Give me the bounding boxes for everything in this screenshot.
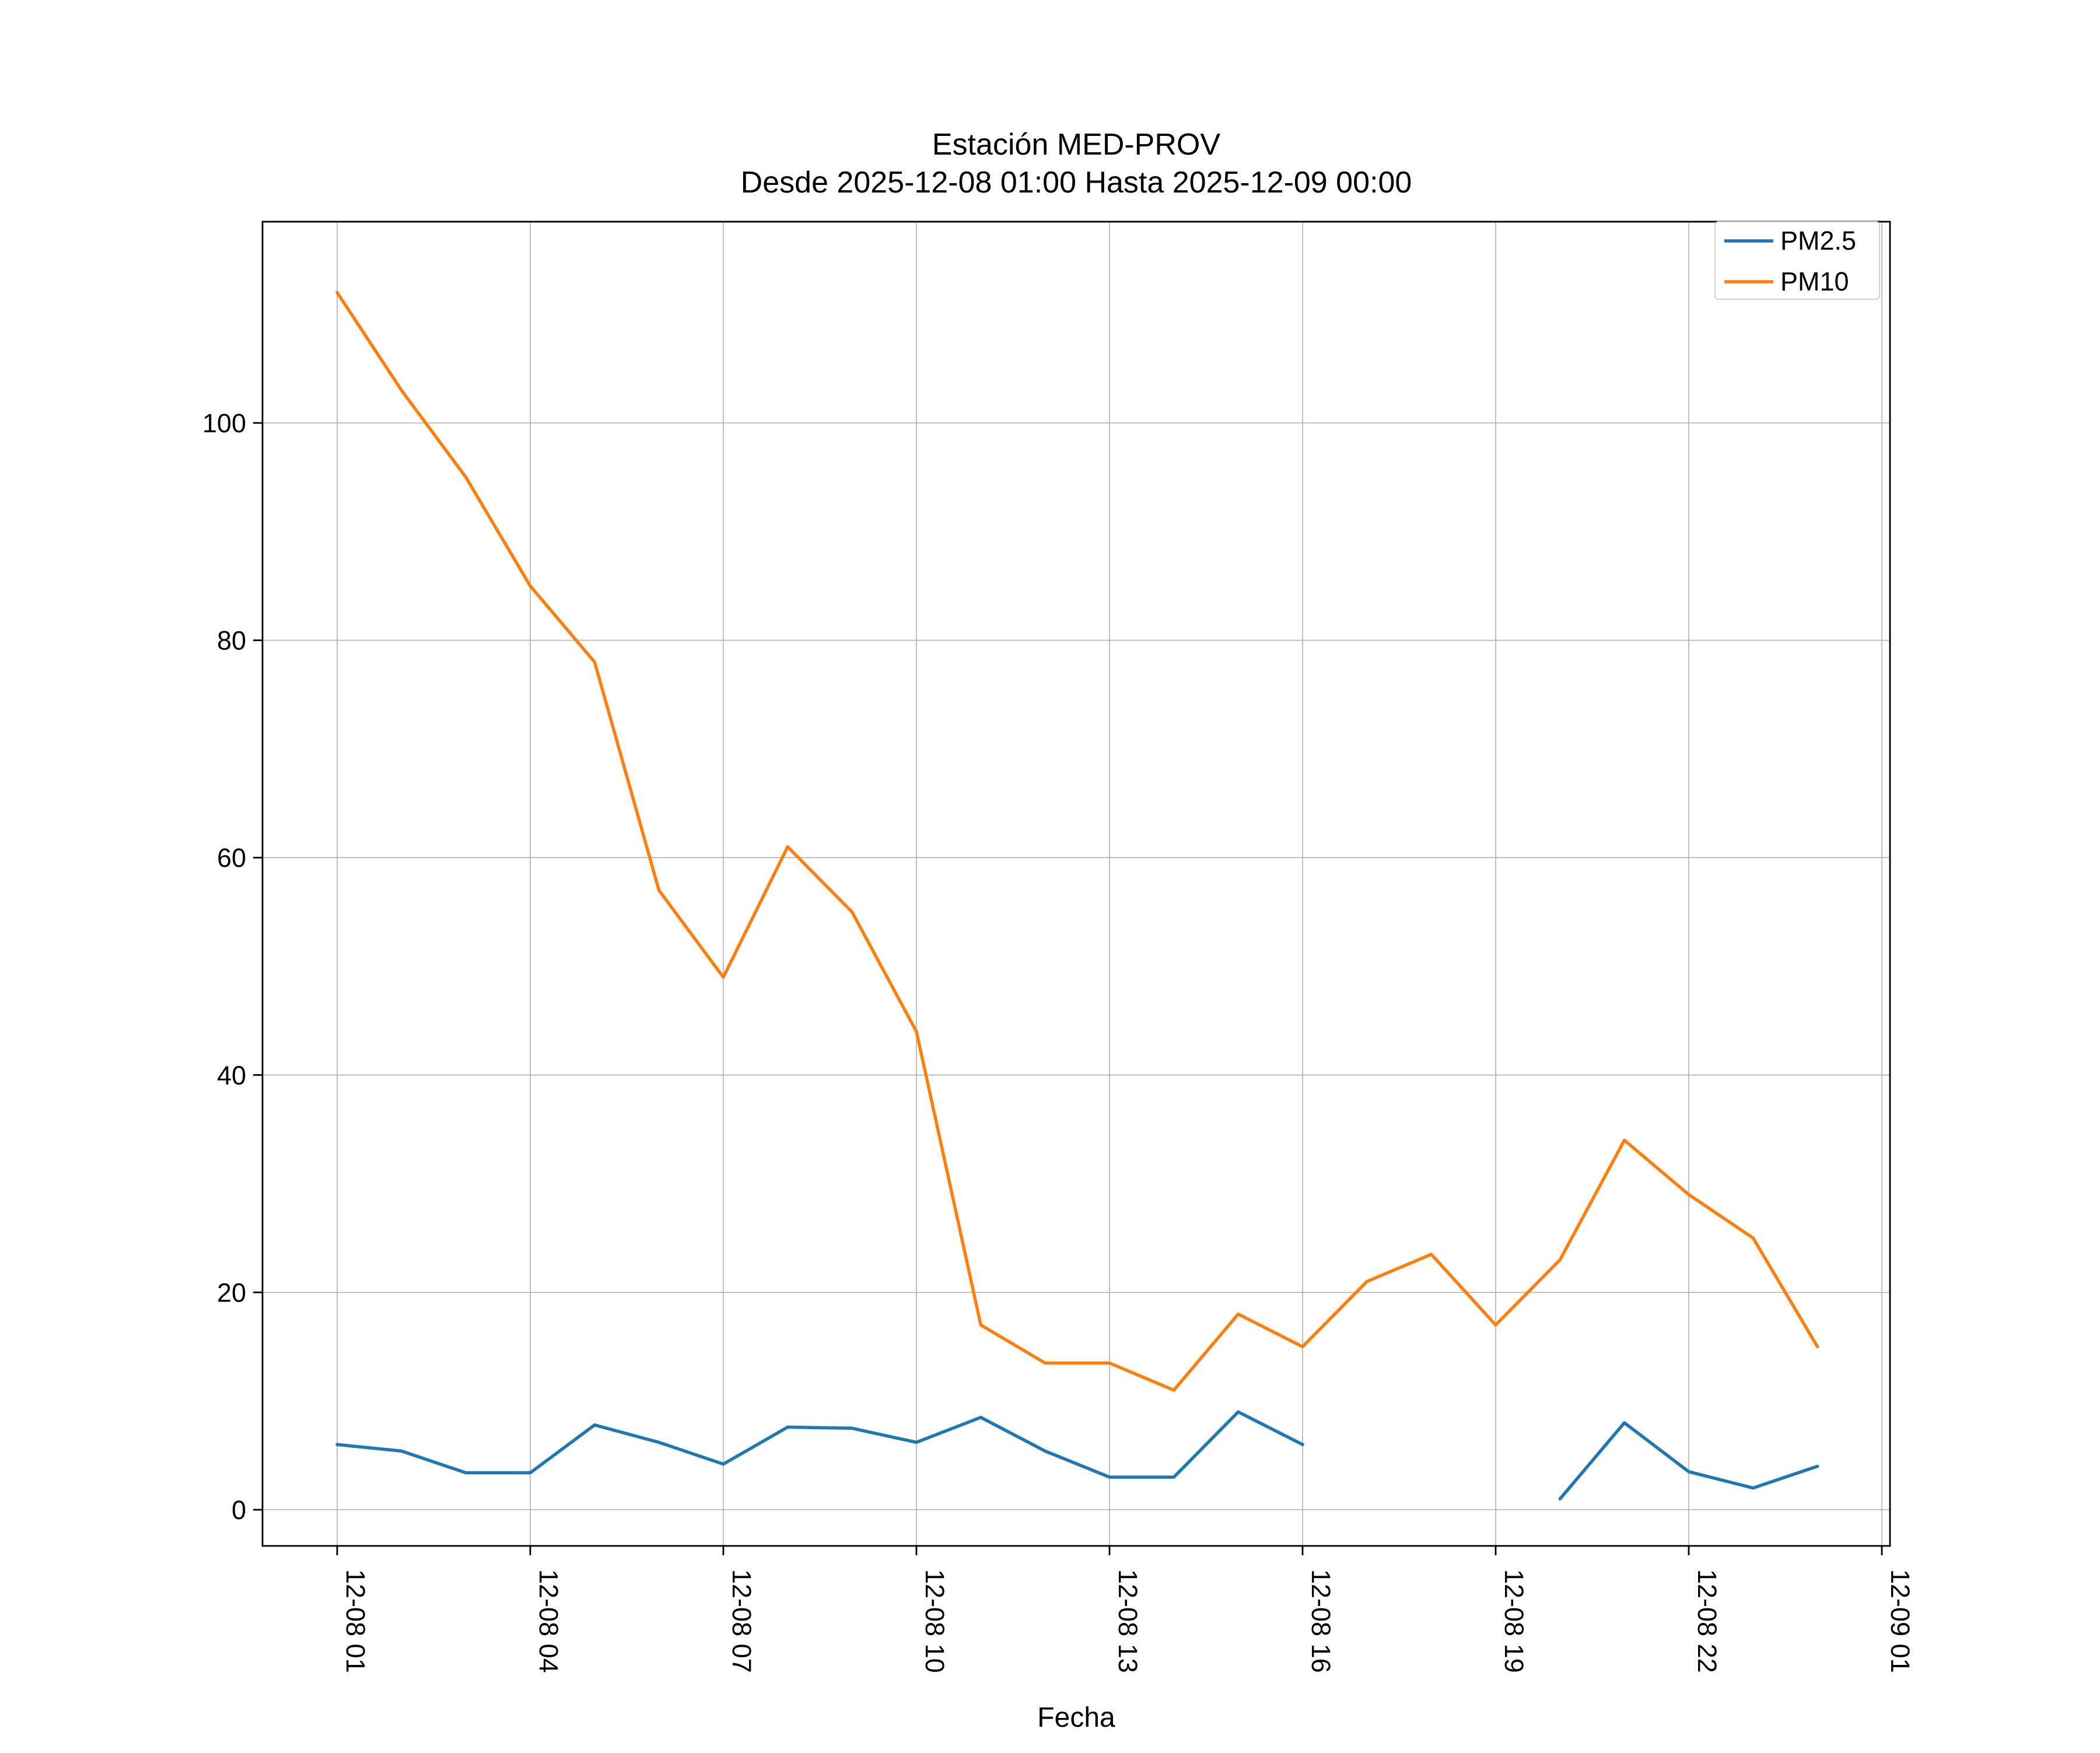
- svg-text:12-08 22: 12-08 22: [1692, 1569, 1722, 1673]
- svg-text:12-08 01: 12-08 01: [341, 1569, 370, 1673]
- svg-text:80: 80: [217, 626, 246, 656]
- svg-text:PM2.5: PM2.5: [1780, 226, 1856, 256]
- svg-text:40: 40: [217, 1061, 246, 1090]
- svg-text:60: 60: [217, 843, 246, 873]
- svg-text:12-08 10: 12-08 10: [920, 1569, 950, 1673]
- svg-text:12-08 07: 12-08 07: [727, 1569, 757, 1673]
- svg-text:20: 20: [217, 1278, 246, 1307]
- svg-text:100: 100: [202, 408, 246, 438]
- svg-text:12-08 13: 12-08 13: [1113, 1569, 1143, 1673]
- svg-text:12-08 04: 12-08 04: [534, 1569, 564, 1673]
- svg-text:Estación MED-PROV: Estación MED-PROV: [932, 128, 1220, 162]
- svg-text:PM10: PM10: [1780, 267, 1849, 296]
- svg-text:Desde 2025-12-08 01:00 Hasta 2: Desde 2025-12-08 01:00 Hasta 2025-12-09 …: [741, 166, 1412, 200]
- svg-text:Fecha: Fecha: [1037, 1702, 1115, 1733]
- svg-text:0: 0: [232, 1495, 246, 1525]
- svg-text:12-08 19: 12-08 19: [1499, 1569, 1529, 1673]
- svg-text:12-09 01: 12-09 01: [1885, 1569, 1915, 1673]
- svg-text:12-08 16: 12-08 16: [1306, 1569, 1336, 1673]
